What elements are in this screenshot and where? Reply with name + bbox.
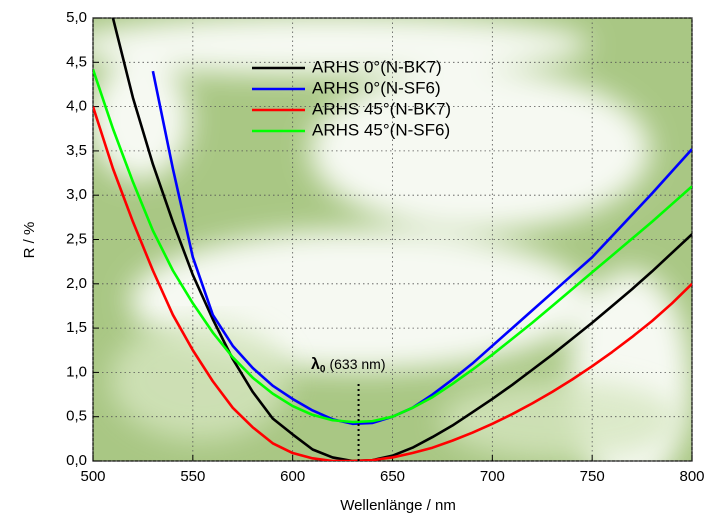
annotation-text: (633 nm): [329, 356, 385, 372]
annotation-subscript: 0: [320, 364, 326, 375]
legend-label: ARHS 0°(N-BK7): [312, 57, 442, 76]
series-line: [93, 68, 692, 424]
y-tick-label: 5,0: [66, 9, 87, 26]
x-tick-label: 650: [380, 468, 405, 485]
x-tick-label: 600: [280, 468, 305, 485]
y-tick-label: 4,0: [66, 98, 87, 115]
x-tick-label: 800: [679, 468, 704, 485]
y-tick-label: 1,0: [66, 363, 87, 380]
annotation: λ0 (633 nm): [311, 356, 386, 375]
y-tick-label: 4,5: [66, 53, 87, 70]
legend-label: ARHS 0°(N-SF6): [312, 78, 441, 97]
y-tick-label: 2,0: [66, 275, 87, 292]
y-tick-label: 0,5: [66, 408, 87, 425]
legend-label: ARHS 45°(N-SF6): [312, 120, 450, 139]
annotation-symbol: λ: [311, 356, 320, 373]
x-tick-label: 700: [480, 468, 505, 485]
x-tick-label: 550: [180, 468, 205, 485]
series-line: [111, 18, 692, 461]
series-line: [93, 106, 692, 461]
x-tick-label: 500: [80, 468, 105, 485]
y-tick-label: 1,5: [66, 319, 87, 336]
legend-label: ARHS 45°(N-BK7): [312, 99, 451, 118]
x-axis-label: Wellenlänge / nm: [340, 497, 456, 514]
y-axis-label: R / %: [21, 222, 38, 259]
y-tick-label: 3,5: [66, 142, 87, 159]
plot-lines: [93, 18, 692, 461]
x-tick-label: 750: [580, 468, 605, 485]
y-tick-label: 2,5: [66, 230, 87, 247]
y-tick-label: 0,0: [66, 452, 87, 469]
y-tick-label: 3,0: [66, 186, 87, 203]
